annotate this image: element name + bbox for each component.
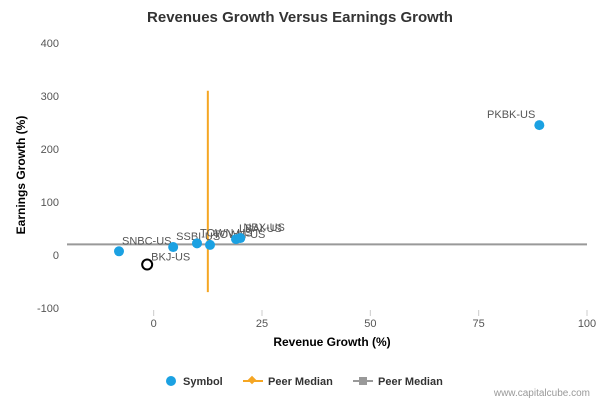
- x-tick-label: 100: [578, 318, 596, 330]
- data-point: [192, 238, 202, 249]
- data-point: [534, 120, 545, 131]
- x-tick-label: 50: [364, 318, 376, 330]
- x-tick-label: 25: [256, 318, 268, 330]
- dot-icon: [166, 376, 176, 386]
- y-tick-label: 100: [41, 197, 59, 209]
- legend-label-symbol: Symbol: [183, 376, 223, 388]
- data-point: [235, 233, 246, 244]
- point-label: LBAI-US: [239, 223, 282, 235]
- credit-text: www.capitalcube.com: [493, 388, 590, 399]
- x-tick-label: 75: [473, 318, 485, 330]
- data-point: [168, 242, 179, 253]
- legend: Symbol Peer Median Peer Median: [166, 375, 443, 388]
- y-tick-label: 400: [41, 38, 59, 50]
- legend-item-symbol[interactable]: Symbol: [166, 376, 223, 388]
- point-label: PKBK-US: [487, 109, 535, 121]
- data-points: PKBK-USSNBC-USSSBI-USTOWN-USTOWN-USLBAI-…: [114, 109, 545, 271]
- chart-title: Revenues Growth Versus Earnings Growth: [147, 9, 453, 26]
- legend-item-peer-median-y[interactable]: Peer Median: [353, 376, 443, 388]
- point-label: SNBC-US: [122, 235, 172, 247]
- data-point: [205, 239, 215, 250]
- x-axis-ticks: 0 25 50 75 100: [151, 310, 596, 330]
- data-point: [114, 246, 124, 257]
- legend-item-peer-median-x[interactable]: Peer Median: [243, 375, 333, 388]
- y-axis-label: Earnings Growth (%): [14, 116, 28, 235]
- y-tick-label: -100: [37, 303, 59, 315]
- peer-median-lines: [67, 90, 587, 293]
- x-axis-label: Revenue Growth (%): [273, 335, 390, 349]
- point-label: NBX-US: [243, 222, 285, 234]
- legend-label-peer-median-y: Peer Median: [378, 376, 443, 388]
- plot-area: -100 0 100 200 300 400 0 25 50 75 100 PKBK-US SNBC…: [37, 38, 596, 330]
- square-icon: [359, 377, 367, 385]
- diamond-icon: [247, 375, 257, 385]
- y-tick-label: 0: [53, 250, 59, 262]
- y-axis-ticks: -100 0 100 200 300 400: [37, 38, 59, 315]
- highlight-point: [141, 258, 154, 271]
- y-tick-label: 200: [41, 144, 59, 156]
- legend-label-peer-median-x: Peer Median: [268, 376, 333, 388]
- y-tick-label: 300: [41, 91, 59, 103]
- x-tick-label: 0: [151, 318, 157, 330]
- highlight-point-label: BKJ-US: [151, 252, 190, 264]
